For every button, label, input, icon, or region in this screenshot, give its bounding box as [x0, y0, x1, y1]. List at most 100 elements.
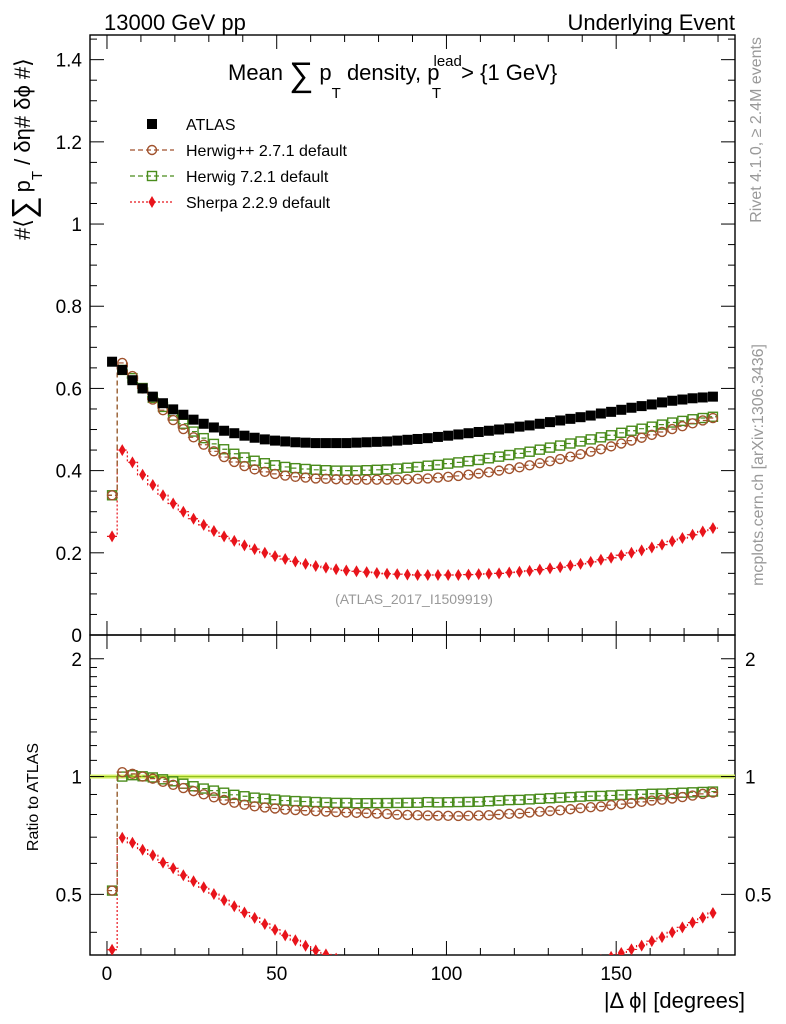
point-herwig-2-7-1-default	[646, 429, 658, 441]
title-sup-lead: lead	[434, 53, 462, 70]
point-atlas	[331, 438, 342, 449]
ratio-point-herwig-2-7-1-default	[188, 785, 199, 797]
point-sherpa-2-2-9-default	[434, 569, 442, 581]
legend-item-herwig-7-2-1-default: Herwig 7.2.1 default	[130, 169, 329, 186]
ratio-point-herwig-2-7-1-default	[392, 809, 403, 820]
point-herwig-2-7-1-default	[178, 423, 189, 435]
ratio-point-herwig-7-2-1-default	[422, 796, 433, 808]
point-sherpa-2-2-9-default	[658, 538, 666, 551]
point-sherpa-2-2-9-default	[159, 489, 167, 502]
point-herwig-2-7-1-default	[453, 470, 464, 482]
point-herwig-2-7-1-default	[330, 474, 342, 485]
point-herwig-7-2-1-default	[371, 464, 383, 475]
title-p: p	[319, 60, 331, 85]
point-sherpa-2-2-9-default	[352, 565, 360, 578]
ratio-point-herwig-2-7-1-default	[453, 810, 464, 822]
ratio-point-sherpa-2-2-9-default	[322, 948, 330, 955]
legend-label: Herwig++ 2.7.1 default	[186, 143, 348, 160]
point-sherpa-2-2-9-default	[169, 497, 177, 510]
point-herwig-2-7-1-default	[269, 468, 281, 480]
x-tick-label: 0	[102, 964, 113, 985]
ratio-point-herwig-2-7-1-default	[351, 807, 362, 819]
x-tick-label: 50	[266, 964, 287, 985]
point-atlas	[504, 423, 515, 434]
ratio-point-herwig-7-2-1-default	[208, 785, 220, 796]
title-p2: p	[427, 60, 439, 85]
title-sigma: ∑	[289, 56, 313, 94]
point-herwig-2-7-1-default	[208, 446, 220, 457]
ratio-point-sherpa-2-2-9-default	[678, 921, 686, 934]
ratio-point-herwig-7-2-1-default	[361, 797, 372, 809]
point-herwig-2-7-1-default	[422, 473, 433, 484]
point-herwig-7-2-1-default	[432, 459, 444, 471]
point-atlas	[290, 437, 301, 448]
point-herwig-7-2-1-default	[565, 438, 576, 449]
point-atlas	[494, 424, 505, 435]
ratio-point-sherpa-2-2-9-default	[353, 958, 360, 970]
point-sherpa-2-2-9-default	[465, 568, 473, 581]
point-atlas	[117, 364, 128, 375]
point-atlas	[371, 436, 382, 447]
point-herwig-2-7-1-default	[432, 472, 444, 483]
ratio-point-herwig-7-2-1-default	[402, 797, 413, 809]
point-herwig-2-7-1-default	[300, 472, 311, 483]
point-herwig-2-7-1-default	[524, 460, 535, 471]
ylabel-top: #⟨∑ pT / δη# δϕ #⟩	[5, 58, 46, 240]
point-herwig-7-2-1-default	[524, 446, 535, 457]
point-sherpa-2-2-9-default	[556, 561, 564, 574]
process-label: Underlying Event	[567, 10, 735, 35]
ratio-point-herwig-7-2-1-default	[442, 797, 454, 808]
point-herwig-7-2-1-default	[534, 444, 546, 455]
point-herwig-7-2-1-default	[626, 425, 637, 436]
point-herwig-2-7-1-default	[565, 451, 576, 462]
point-atlas	[707, 391, 718, 402]
point-herwig-2-7-1-default	[167, 414, 179, 426]
ratio-point-sherpa-2-2-9-default	[557, 966, 564, 978]
ylabel-p: p	[10, 180, 35, 192]
point-herwig-7-2-1-default	[381, 464, 393, 475]
legend-item-atlas: ATLAS	[147, 117, 236, 134]
series-atlas	[107, 356, 718, 449]
ratio-point-sherpa-2-2-9-default	[200, 881, 208, 894]
point-herwig-2-7-1-default	[575, 448, 586, 460]
point-sherpa-2-2-9-default	[577, 557, 585, 570]
ratio-point-herwig-7-2-1-default	[493, 795, 505, 806]
point-sherpa-2-2-9-default	[505, 566, 513, 579]
ratio-point-sherpa-2-2-9-default	[240, 906, 248, 919]
ratio-point-herwig-2-7-1-default	[432, 810, 444, 821]
ratio-point-herwig-7-2-1-default	[473, 796, 484, 807]
axis-ticks-group: 0 50 100 150 0 0.2 0.4 0.6 0.8 1 1.2 1.4 0.5 0.5 1 1 2 2	[56, 35, 771, 985]
point-atlas	[616, 404, 627, 415]
y-tick-label: 0.4	[56, 462, 83, 483]
point-herwig-7-2-1-default	[616, 427, 627, 439]
point-sherpa-2-2-9-default	[414, 569, 422, 581]
ratio-point-herwig-2-7-1-default	[218, 794, 230, 806]
ratio-point-herwig-2-7-1-default	[259, 802, 271, 813]
ratio-point-sherpa-2-2-9-default	[546, 968, 553, 980]
point-atlas	[127, 375, 138, 386]
point-atlas	[382, 436, 393, 447]
ratio-point-sherpa-2-2-9-default	[363, 961, 370, 973]
ratio-y-tick-label-right: 0.5	[745, 885, 771, 906]
point-herwig-2-7-1-default	[656, 426, 668, 438]
energy-label: 13000 GeV pp	[104, 10, 246, 35]
ratio-point-sherpa-2-2-9-default	[159, 856, 167, 869]
ratio-point-herwig-2-7-1-default	[167, 779, 179, 791]
xlabel: |Δ ϕ| [degrees]	[604, 988, 745, 1013]
point-herwig-7-2-1-default	[544, 442, 556, 453]
point-sherpa-2-2-9-default	[597, 553, 605, 566]
ratio-band-group	[90, 774, 735, 779]
ratio-point-herwig-7-2-1-default	[544, 793, 556, 804]
legend-label: Herwig 7.2.1 default	[186, 169, 329, 186]
point-herwig-2-7-1-default	[442, 471, 454, 482]
point-sherpa-2-2-9-default	[546, 562, 554, 575]
point-herwig-7-2-1-default	[666, 417, 678, 428]
ratio-series-herwig-7-2-1-default	[106, 770, 719, 896]
point-atlas	[412, 433, 423, 444]
title-sub-t: T	[332, 85, 341, 102]
ratio-point-herwig-2-7-1-default	[616, 798, 627, 810]
point-sherpa-2-2-9-default	[699, 525, 707, 538]
point-sherpa-2-2-9-default	[312, 559, 320, 572]
ratio-point-sherpa-2-2-9-default	[709, 906, 717, 919]
ratio-point-herwig-7-2-1-default	[371, 797, 383, 809]
